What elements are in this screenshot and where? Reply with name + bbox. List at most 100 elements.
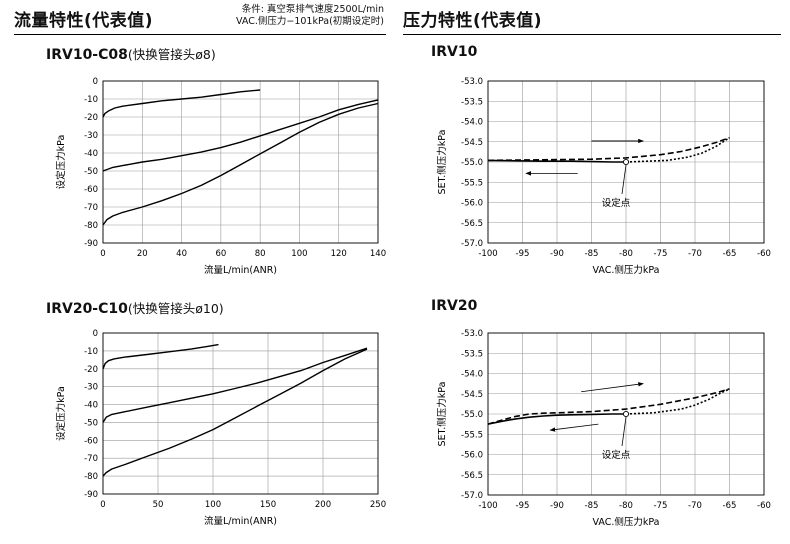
x-tick-label: -100 [478,249,497,259]
setpoint-marker [622,410,630,418]
chart-title-irv20: IRV20 [431,298,477,314]
x-tick-label: 100 [291,249,307,259]
y-tick-label: -50 [84,167,98,177]
y-tick-label: 0 [93,329,98,339]
x-tick-label: 200 [315,500,331,510]
x-tick-label: -75 [654,249,668,259]
y-tick-label: -60 [84,436,98,446]
y-axis-label: SET.侧压力kPa [436,130,448,195]
setpoint-marker [622,158,630,166]
chart-title-irv20-c10: IRV20-C10(快换管接头ø10) [46,298,224,317]
y-tick-label: -80 [84,221,98,231]
model-name: IRV20 [431,298,478,314]
y-tick-label: -40 [84,401,98,411]
x-tick-label: -80 [619,501,633,511]
series-line-3 [625,137,730,163]
y-tick-label: -20 [84,113,98,123]
y-tick-label: -90 [84,490,98,500]
y-tick-label: -55.5 [461,430,483,440]
x-tick-label: -75 [654,501,668,511]
x-tick-label: 50 [153,500,164,510]
y-tick-label: -53.5 [461,349,483,359]
y-tick-label: -54.0 [461,370,483,380]
y-tick-label: -30 [84,131,98,141]
test-condition-line1: 条件: 真空泵排气速度2500L/min [241,4,385,15]
model-note: (快换管接头ø10) [127,301,224,316]
x-tick-label: -100 [478,501,497,511]
series-line-2 [487,388,730,425]
flow-chart-irv20-c10: 0 50 100 150 200 250 0 -10 -20 -30 -40 -50 -60 -70 -80… [55,329,386,527]
y-tick-label: -56.0 [461,451,483,461]
y-tick-label: -10 [84,347,98,357]
model-name: IRV10-C08 [46,47,128,63]
y-axis-label: 设定压力kPa [55,135,67,190]
y-tick-label: -56.5 [461,219,483,229]
y-tick-label: -40 [84,149,98,159]
flow-chart-irv10-c08: 0 20 40 60 80 100 120 140 0 -10 -20 -30 -40 -50 -60 -70… [55,77,386,276]
y-tick-label: -60 [84,185,98,195]
plot-frame [487,332,765,496]
x-tick-label: -95 [516,249,530,259]
flow-section-title: 流量特性(代表值) [14,11,154,31]
x-tick-label: 20 [137,249,148,259]
chart-title-irv10: IRV10 [431,44,477,60]
test-condition-line2: VAC.侧压力−101kPa(初期设定时) [236,16,385,27]
test-condition: 条件: 真空泵排气速度2500L/min VAC.侧压力−101kPa(初期设定… [236,4,384,28]
series-line-2 [102,347,368,423]
x-tick-label: -85 [585,501,599,511]
direction-arrow-left [549,423,599,432]
y-axis-label: 设定压力kPa [55,386,67,441]
setpoint-label: 设定点 [602,449,631,461]
setpoint-leader [621,416,627,447]
plot-frame [487,80,765,244]
setpoint-leader [621,164,627,195]
y-tick-label: -53.0 [461,329,483,339]
x-tick-label: -70 [688,501,702,511]
chart-title-irv10-c08: IRV10-C08(快换管接头ø8) [46,44,216,63]
y-tick-label: -10 [84,95,98,105]
y-axis-label: SET.侧压力kPa [436,382,448,447]
pressure-chart-irv10: -100 -95 -90 -85 -80 -75 -70 -65 -60 -53.0 -53.5 -5… [436,77,771,276]
model-note: (快换管接头ø8) [127,47,216,62]
series-line-2 [487,136,730,162]
series-line-3 [102,102,379,226]
x-axis-label: 流量L/min(ANR) [204,264,277,276]
y-tick-label: -53.0 [461,77,483,87]
y-tick-label: -70 [84,203,98,213]
x-tick-label: -65 [723,501,737,511]
flow-section-rule [14,34,386,35]
x-tick-label: 40 [176,249,187,259]
direction-arrow-right [581,382,644,393]
series-line-1 [102,89,261,118]
x-tick-label: -80 [619,249,633,259]
y-tick-label: -70 [84,454,98,464]
x-tick-label: -60 [757,249,771,259]
x-tick-label: -60 [757,501,771,511]
y-tick-label: -54.5 [461,138,483,148]
plot-frame [102,332,379,495]
x-tick-label: 120 [331,249,347,259]
y-tick-label: -55.5 [461,178,483,188]
x-tick-label: 0 [100,249,105,259]
x-tick-label: -95 [516,501,530,511]
y-tick-label: -80 [84,472,98,482]
y-tick-label: -20 [84,365,98,375]
setpoint-label: 设定点 [602,197,631,209]
x-tick-label: 80 [255,249,266,259]
x-tick-label: 60 [215,249,226,259]
series-line-3 [102,348,368,477]
model-name: IRV10 [431,44,478,60]
y-tick-label: -56.5 [461,471,483,481]
y-tick-label: -56.0 [461,199,483,209]
y-tick-label: 0 [93,77,98,87]
y-tick-label: -30 [84,383,98,393]
y-tick-label: -54.0 [461,118,483,128]
series-line-1 [487,413,626,425]
y-tick-label: -55.0 [461,410,483,420]
x-tick-label: 140 [370,249,386,259]
x-tick-label: -85 [585,249,599,259]
x-axis-label: 流量L/min(ANR) [204,515,277,527]
y-tick-label: -55.0 [461,158,483,168]
pressure-section-title: 压力特性(代表值) [403,11,543,31]
